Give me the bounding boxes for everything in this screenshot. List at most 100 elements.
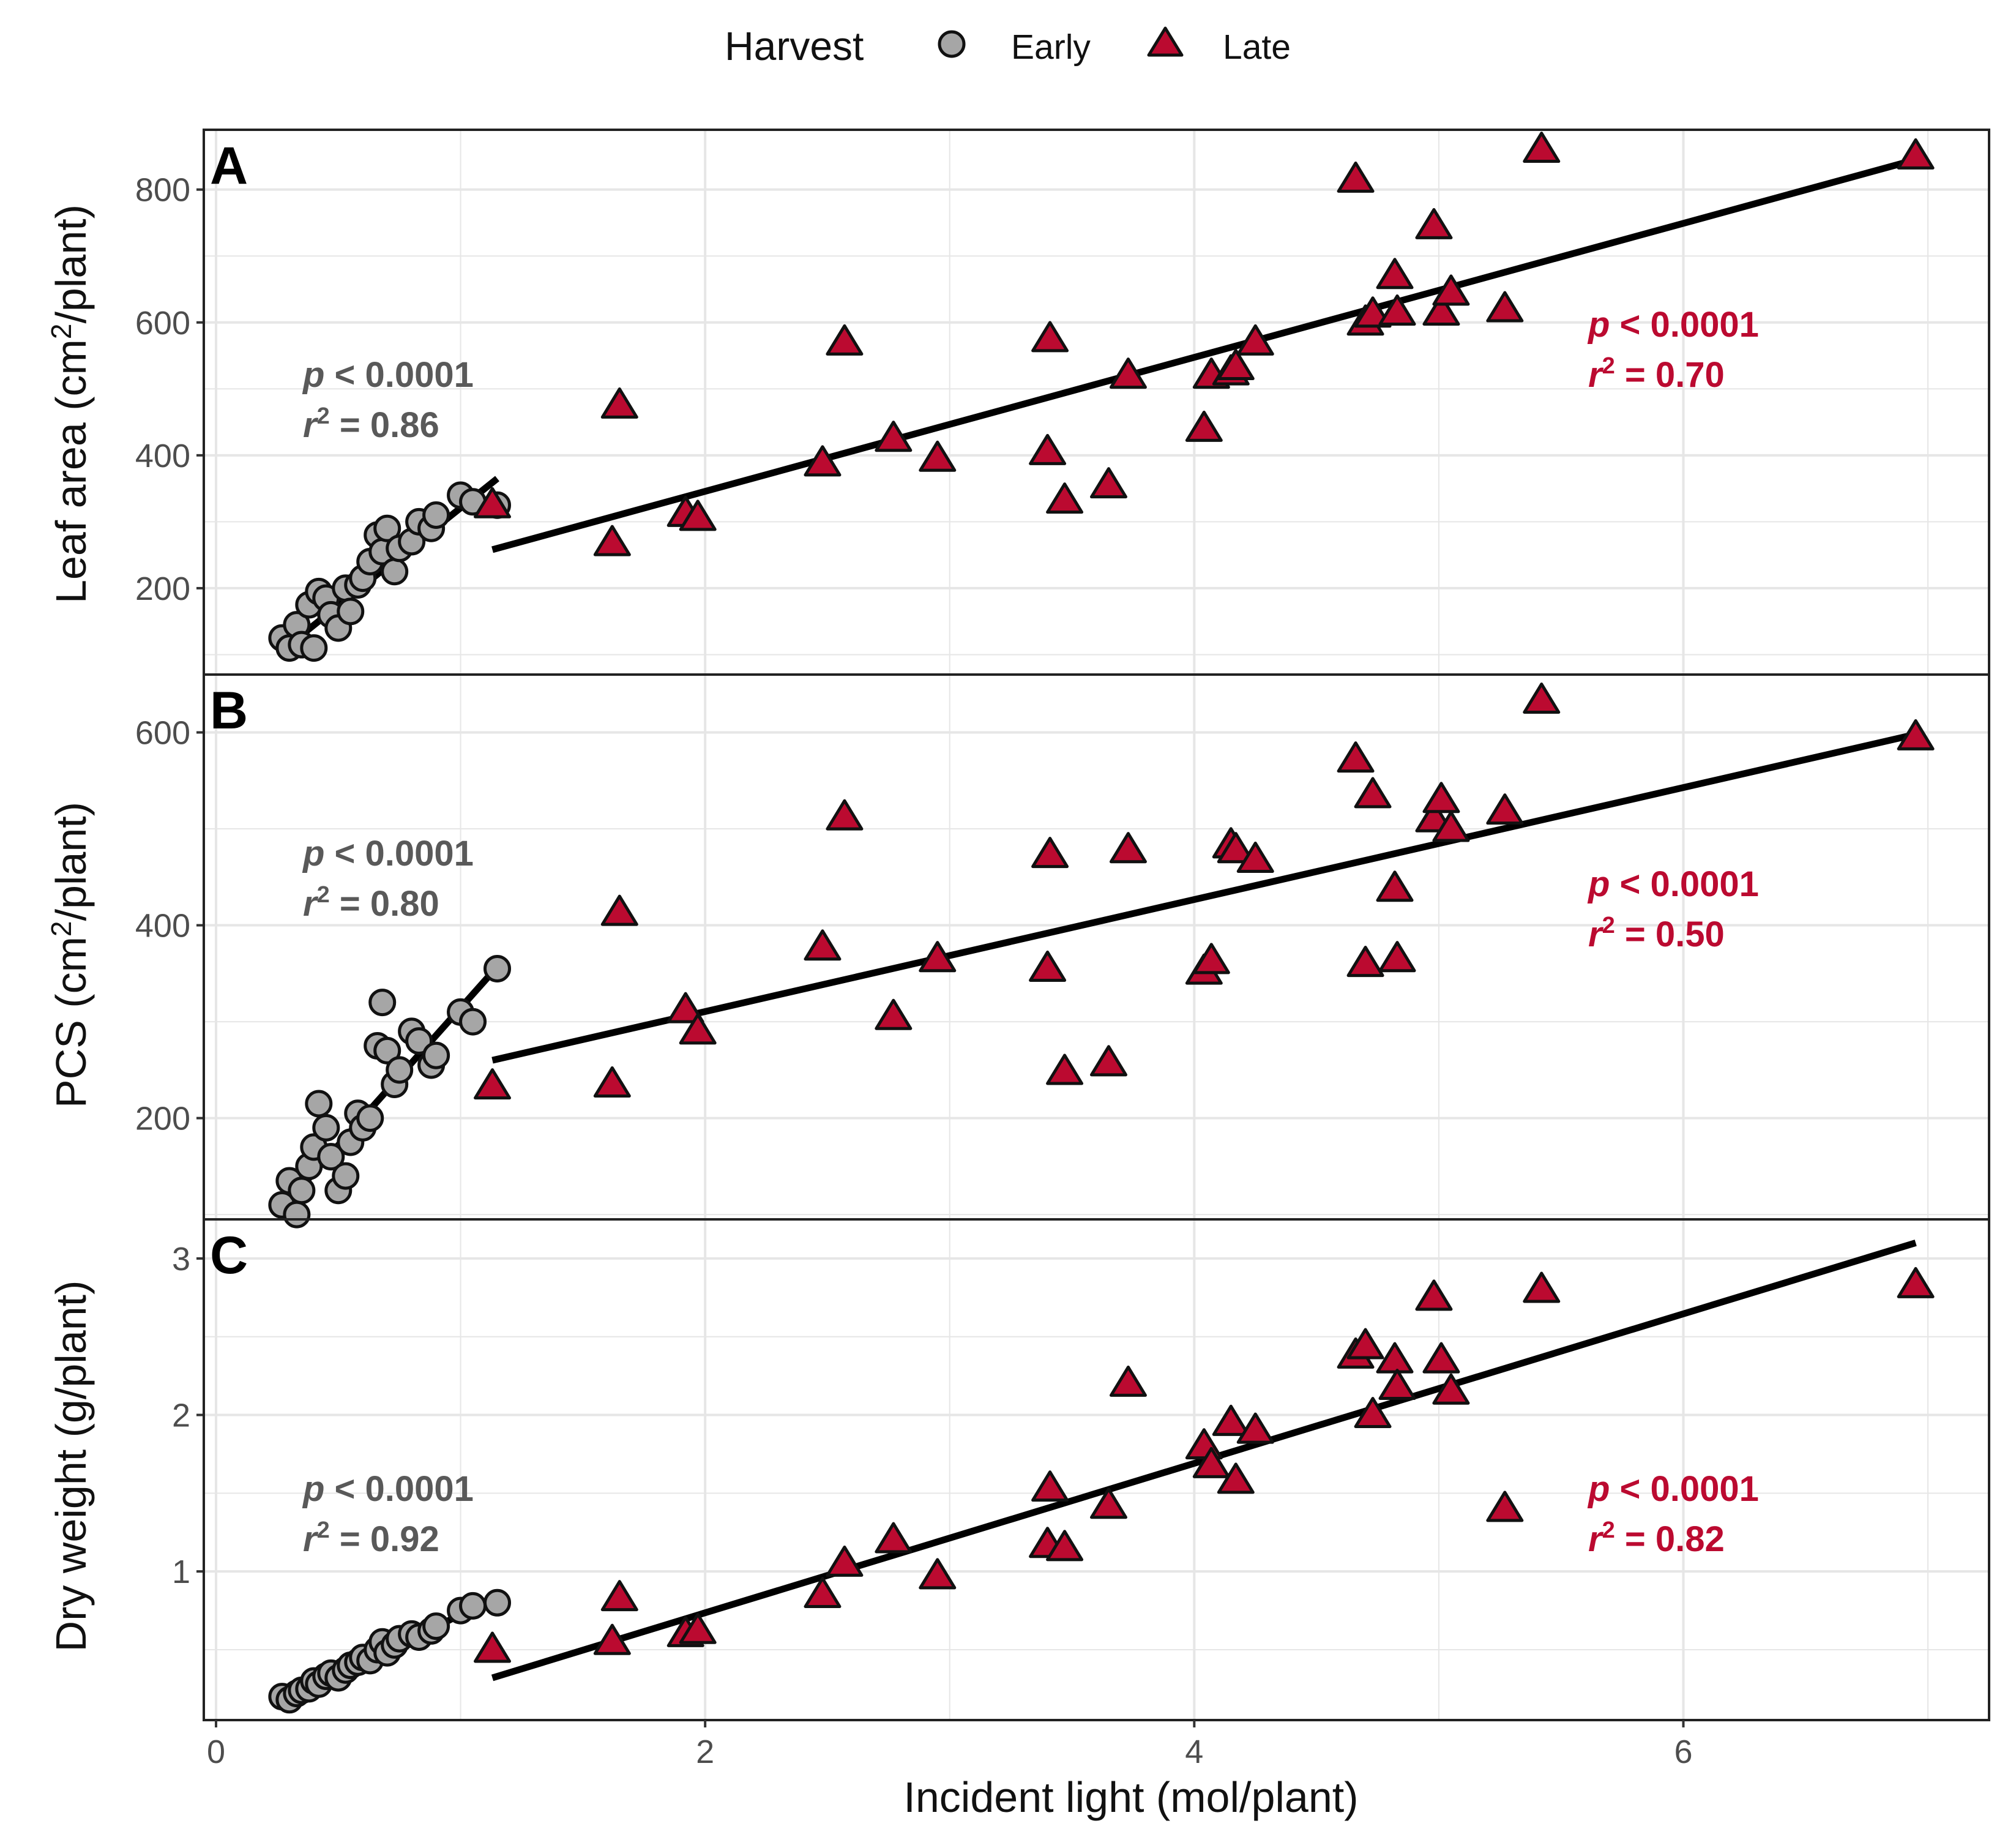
panel-a-late-point (1029, 433, 1067, 465)
panel-a-late-point (474, 487, 512, 518)
panel-a-late-r-squared: r2 = 0.70 (1588, 353, 1725, 395)
panel-a-late-point (600, 387, 638, 419)
panel-a-late-point (1217, 348, 1255, 380)
panel-c-late-point (826, 1545, 864, 1577)
panel-a-late-point (875, 421, 913, 452)
panel-a-late-point (1031, 321, 1069, 353)
panel-b-late-point (1337, 741, 1375, 773)
panel-a-late-point (1337, 161, 1375, 193)
panel-b-late-point (679, 1013, 717, 1045)
panel-b-early-point (405, 1027, 433, 1055)
x-axis-label: Incident light (mol/plant) (903, 1773, 1358, 1821)
panel-b-late-point (666, 992, 704, 1023)
panel-b-late-point (474, 1068, 512, 1100)
panel-c-late-point (600, 1580, 638, 1612)
panel-b-late-point (875, 998, 913, 1030)
panel-b-late-point (1897, 719, 1935, 750)
x-axis: 0 2 4 6 (207, 1720, 1693, 1770)
panel-b-late-fit-line (491, 731, 1917, 1064)
panel-c-late-point (1523, 1271, 1561, 1303)
panel-b-early-r-squared: r2 = 0.80 (303, 882, 439, 924)
panel-b-early-point (368, 989, 397, 1017)
x-axis-tick-label: 2 (696, 1734, 714, 1770)
panel-c-grid (204, 1219, 1989, 1720)
panel-c-early-p-value: p < 0.0001 (302, 1469, 474, 1509)
panel-a-late-point (1354, 296, 1392, 328)
panel-c-late-point (1486, 1491, 1524, 1522)
panel-c-late-point (1346, 1328, 1384, 1360)
panel-b-late-point (804, 929, 842, 961)
panel-b-early-point (483, 954, 512, 982)
panel-b-early-point (288, 1177, 316, 1205)
panel-c-early-point (459, 1592, 487, 1620)
panel-c-points (268, 1266, 1935, 1714)
panel-b-late-point (1354, 777, 1392, 809)
panel-c-late-point (1089, 1487, 1127, 1519)
x-axis-tick-label: 6 (1674, 1734, 1692, 1770)
panel-c-late-point (1422, 1342, 1460, 1374)
panel-b-late-point (1346, 946, 1384, 978)
panel-b-y-tick-label: 400 (135, 908, 190, 945)
panel-c-late-point (474, 1631, 512, 1663)
panel-b-late-point (1089, 1045, 1127, 1077)
panel-c-late-p-value: p < 0.0001 (1587, 1469, 1759, 1509)
panel-b-late-point (1029, 950, 1067, 982)
panel-c-late-point (593, 1623, 631, 1655)
panel-c-late-point (1217, 1462, 1255, 1494)
panel-a-late-point (1415, 208, 1453, 239)
panel-c-late-point (1354, 1397, 1392, 1429)
panel-b-late-point (1192, 943, 1230, 975)
panel-c-late-point (875, 1522, 913, 1554)
panel-c-late-point (1192, 1446, 1230, 1478)
panel-b-late-point (1046, 1053, 1084, 1085)
panel-a-late-point (1109, 357, 1147, 389)
panel-c-late-point (1236, 1412, 1274, 1444)
panel-c-late-point (1212, 1404, 1250, 1436)
panel-a-late-point (826, 324, 864, 356)
panel-b-y-ticks: 200 400 600 (135, 715, 204, 1137)
panel-b-early-point (312, 1113, 340, 1142)
panel-c-late-r-squared: r2 = 0.82 (1588, 1517, 1725, 1559)
panel-b-early-point (305, 1090, 333, 1118)
panel-a-y-ticks: 200 400 600 800 (135, 172, 204, 607)
panel-b-late-point (1486, 793, 1524, 825)
panel-a-early-p-value: p < 0.0001 (302, 355, 474, 395)
panel-b-late-point (1422, 782, 1460, 814)
panel-a-fits (287, 156, 1917, 648)
panel-c-late-point (679, 1612, 717, 1644)
panel-a-late-point (804, 445, 842, 477)
panel-a-late-p-value: p < 0.0001 (1587, 305, 1759, 345)
panel-c-frame (203, 1218, 1990, 1721)
panel-c-early-point (422, 1612, 450, 1641)
panel-a-late-point (919, 440, 957, 472)
panel-b-fits (286, 731, 1917, 1203)
legend-title: Harvest (725, 23, 864, 69)
panel-a-early-point (381, 558, 409, 586)
panel-a-late-fit-line (491, 156, 1917, 553)
legend: Harvest Early Late (725, 23, 1291, 69)
panel-b-points (268, 683, 1935, 1229)
panel-a-y-label: Leaf area (cm2/plant) (45, 204, 95, 604)
x-axis-tick-label: 0 (207, 1734, 225, 1770)
panel-a-y-tick-label: 600 (135, 305, 190, 342)
panel-a-late-point (1432, 274, 1470, 306)
panel-b-y-label: PCS (cm2/plant) (45, 802, 95, 1108)
panel-c-letter: C (210, 1226, 248, 1285)
panel-b-late-point (593, 1066, 631, 1098)
panel-b-late-point (1236, 841, 1274, 873)
panel-b-late-point (1109, 832, 1147, 864)
panel-a-late-point (1897, 138, 1935, 170)
panel-a-early-point (337, 597, 365, 626)
panel-b-early-point (459, 1008, 487, 1036)
panel-a-early-point (422, 501, 450, 529)
panel-b-early-point (332, 1162, 360, 1190)
panel-a-late-point (1089, 467, 1127, 499)
panel-a-points (268, 132, 1935, 662)
panel-a-late-point (1378, 294, 1416, 326)
panel-a-early-point (373, 514, 401, 542)
panel-c-late-point (919, 1558, 957, 1590)
panel-b-late-point (826, 799, 864, 831)
panel-c-late-point (1378, 1369, 1416, 1401)
panel-b-late-point (1523, 683, 1561, 714)
